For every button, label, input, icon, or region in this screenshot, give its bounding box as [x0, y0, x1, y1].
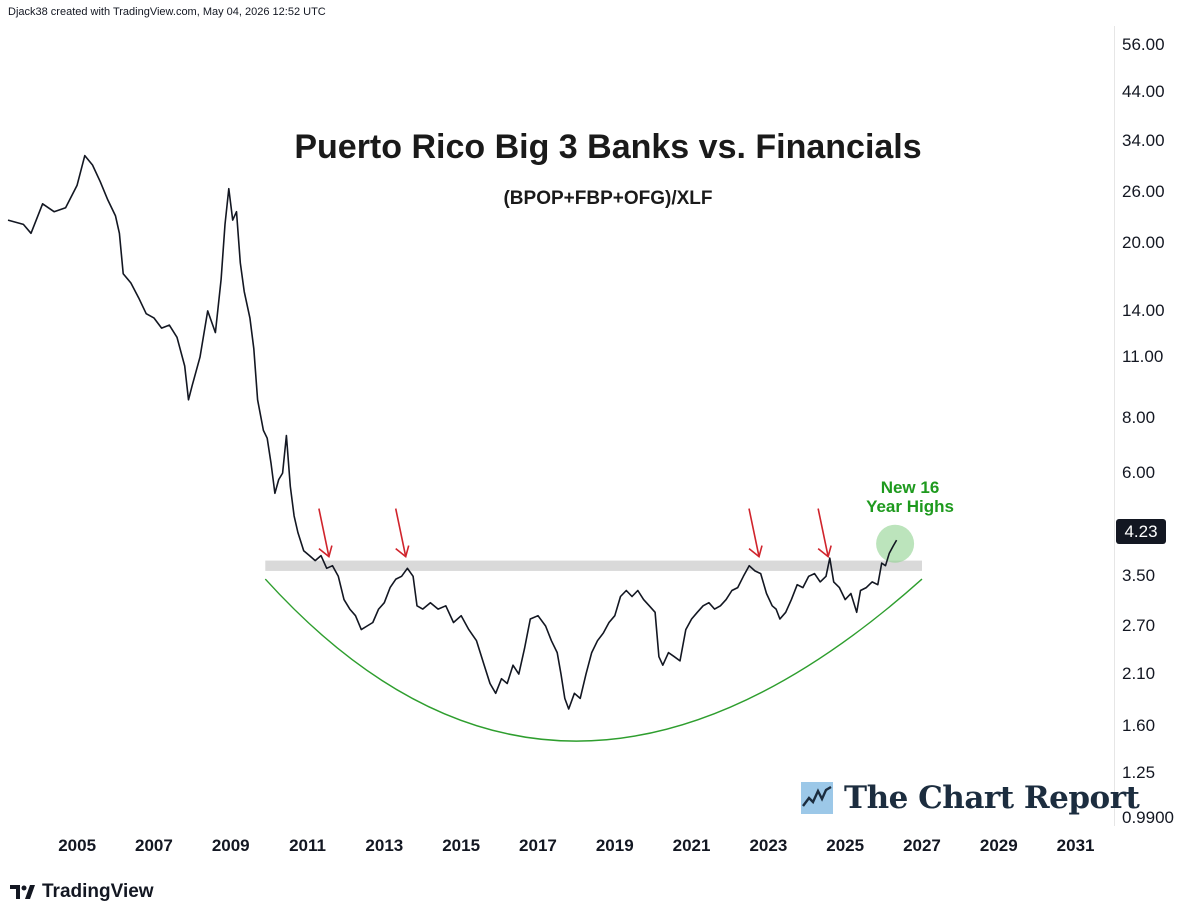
y-tick-label: 20.00: [1122, 232, 1165, 252]
y-tick-label: 1.25: [1122, 763, 1156, 783]
tradingview-wordmark: TradingView: [42, 881, 154, 902]
y-tick-label: 26.00: [1122, 182, 1165, 202]
x-tick-label: 2029: [979, 836, 1018, 855]
y-tick-label: 44.00: [1122, 81, 1165, 101]
x-tick-label: 2013: [365, 836, 404, 855]
resistance-arrowhead-2: [395, 545, 410, 558]
chart-report-icon: [801, 782, 833, 814]
x-tick-label: 2023: [749, 836, 788, 855]
y-tick-label: 8.00: [1122, 408, 1156, 428]
chart-credit: Djack38 created with TradingView.com, Ma…: [8, 6, 326, 18]
x-tick-label: 2007: [135, 836, 173, 855]
x-tick-label: 2021: [672, 836, 711, 855]
resistance-arrowhead-4: [817, 545, 832, 558]
new-highs-annotation: New 16 Year Highs: [858, 478, 962, 516]
tradingview-footer[interactable]: TradingView: [10, 881, 154, 903]
ratio-price-line: [7, 154, 898, 710]
rounding-bottom-arc: [264, 578, 923, 742]
resistance-arrow-1: [318, 508, 330, 557]
x-tick-label: 2019: [595, 836, 634, 855]
y-tick-label: 14.00: [1122, 300, 1165, 320]
y-tick-label: 1.60: [1122, 716, 1156, 736]
chart-title: Puerto Rico Big 3 Banks vs. Financials: [294, 128, 922, 166]
y-tick-label: 2.70: [1122, 616, 1156, 635]
brand-logo: The Chart Report: [800, 780, 1140, 816]
x-tick-label: 2011: [289, 836, 326, 855]
resistance-arrowhead-1: [318, 545, 333, 558]
brand-name: The Chart Report: [844, 780, 1140, 816]
resistance-arrow-4: [817, 508, 829, 557]
y-tick-label: 11.00: [1122, 347, 1164, 367]
y-tick-label: 56.00: [1122, 35, 1165, 55]
resistance-arrow-3: [748, 508, 760, 557]
last-price-tag: 4.23: [1116, 519, 1166, 544]
annotation-line-2: Year Highs: [866, 497, 954, 516]
tradingview-logo-icon: [10, 885, 35, 899]
y-tick-label: 3.50: [1122, 566, 1156, 586]
x-tick-label: 2009: [211, 836, 250, 855]
x-tick-label: 2017: [519, 836, 557, 855]
y-tick-label: 2.10: [1122, 664, 1156, 684]
y-tick-label: 34.00: [1122, 131, 1165, 151]
y-tick-label: 0.9900: [1122, 808, 1174, 828]
x-tick-label: 2015: [442, 836, 481, 855]
resistance-arrow-2: [394, 508, 407, 557]
chart-subtitle: (BPOP+FBP+OFG)/XLF: [503, 188, 713, 209]
y-tick-label: 6.00: [1122, 463, 1156, 483]
x-tick-label: 2027: [903, 836, 941, 855]
plot-area[interactable]: [8, 26, 1115, 826]
resistance-band: [265, 560, 922, 571]
x-tick-label: 2025: [826, 836, 865, 855]
x-tick-label: 2005: [58, 836, 97, 855]
resistance-arrowhead-3: [748, 545, 763, 558]
x-tick-label: 2031: [1056, 836, 1095, 855]
annotation-line-1: New 16: [880, 478, 940, 497]
